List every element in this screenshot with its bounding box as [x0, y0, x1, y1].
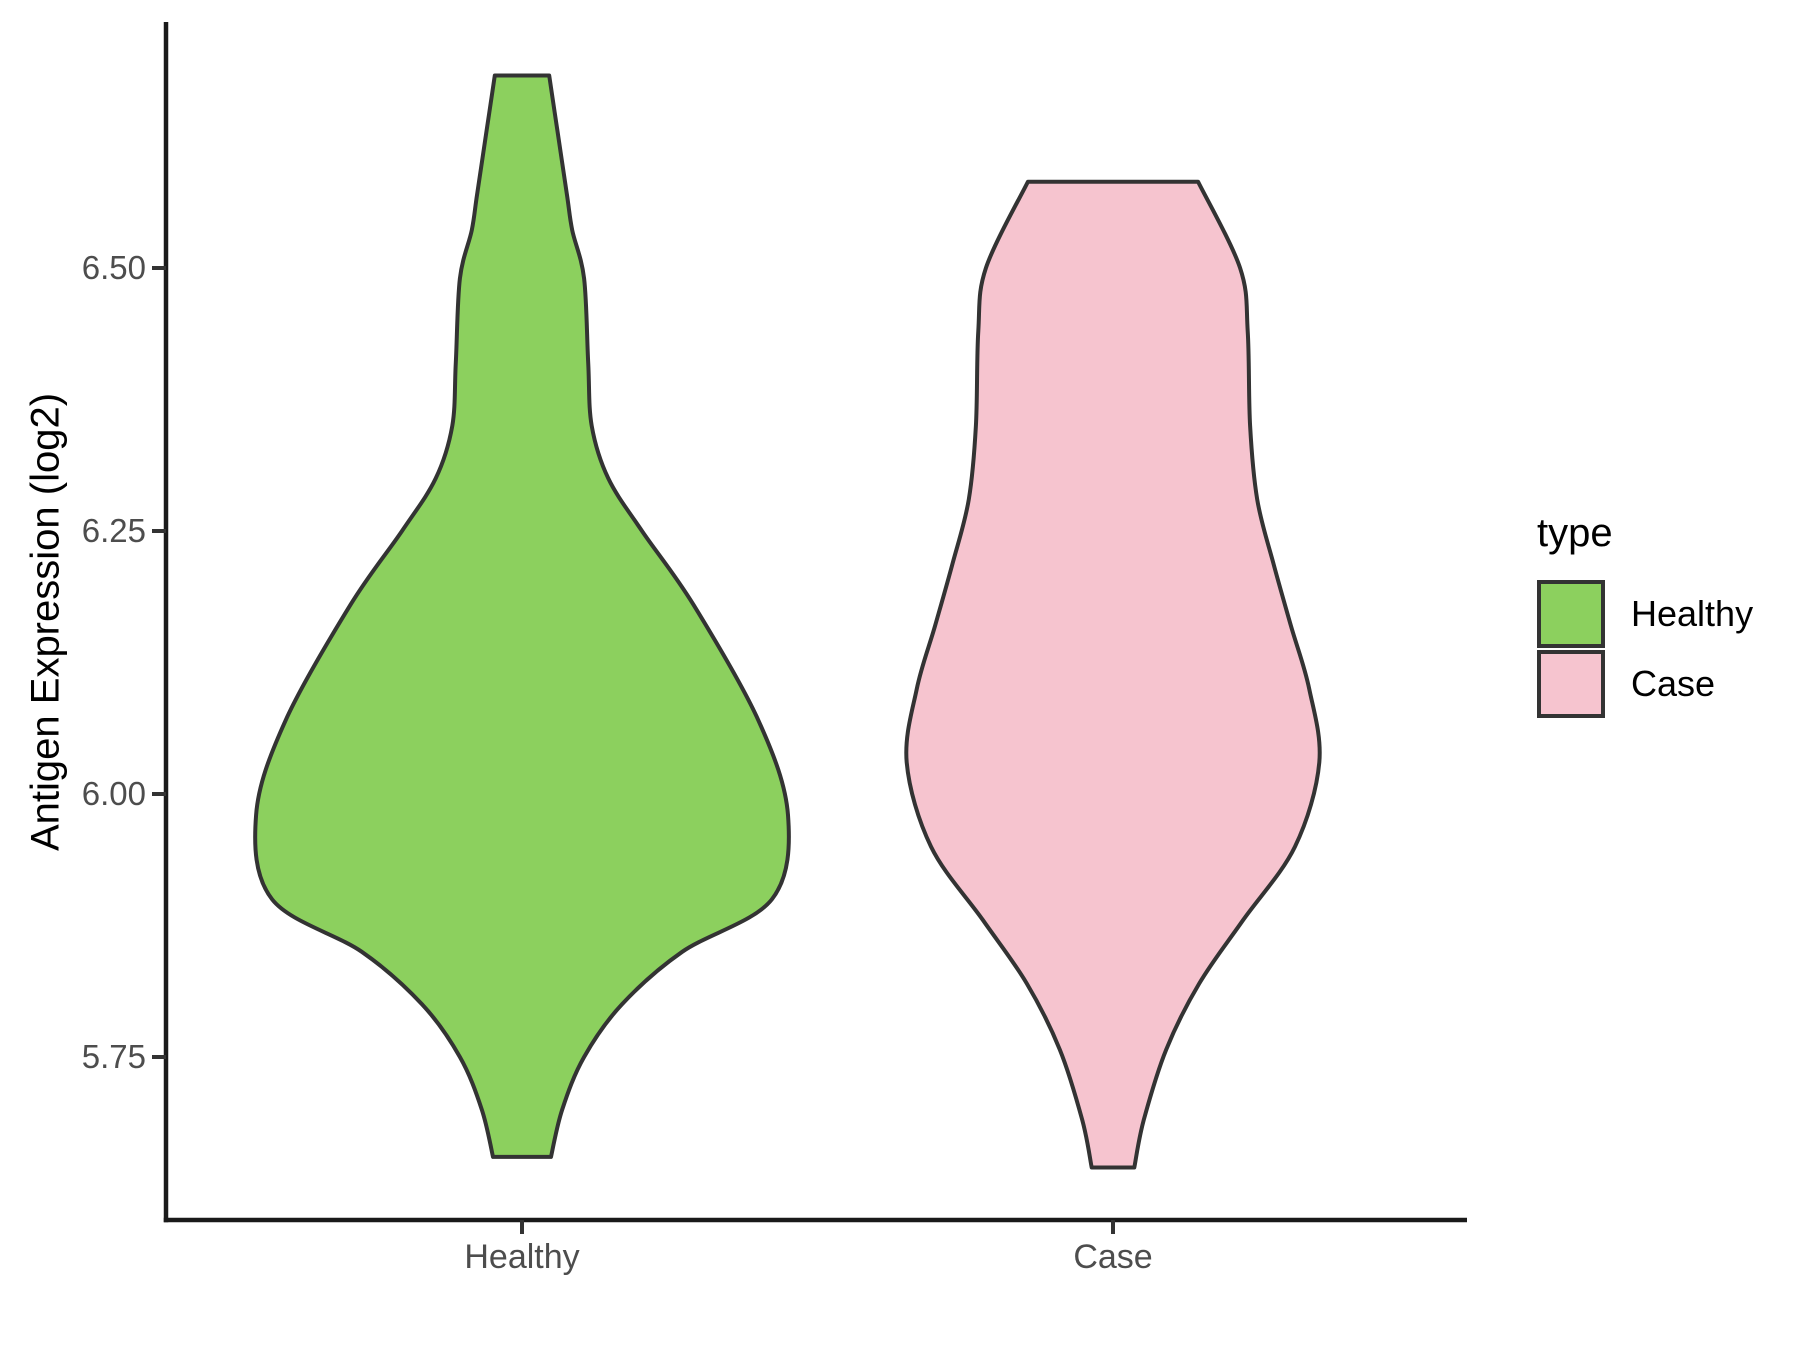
x-axis-label-case: Case — [1073, 1238, 1153, 1276]
y-tick-label: 5.75 — [81, 1038, 146, 1075]
legend-label-healthy: Healthy — [1631, 593, 1754, 634]
violin-shape-healthy — [253, 73, 791, 1159]
legend-label-case: Case — [1631, 663, 1716, 704]
legend-entry-healthy: Healthy — [1537, 580, 1753, 648]
x-axis-label-healthy: Healthy — [464, 1238, 580, 1276]
legend: type Healthy Case — [1537, 510, 1753, 720]
legend-swatch-case — [1537, 650, 1605, 718]
legend-swatch-healthy — [1537, 580, 1605, 648]
legend-entry-case: Case — [1537, 650, 1753, 718]
legend-title: type — [1537, 511, 1613, 555]
y-tick-label: 6.25 — [81, 512, 146, 549]
y-tick-label: 6.50 — [81, 249, 146, 286]
violin-shape-case — [904, 179, 1322, 1170]
y-tick-label: 6.00 — [81, 775, 146, 812]
